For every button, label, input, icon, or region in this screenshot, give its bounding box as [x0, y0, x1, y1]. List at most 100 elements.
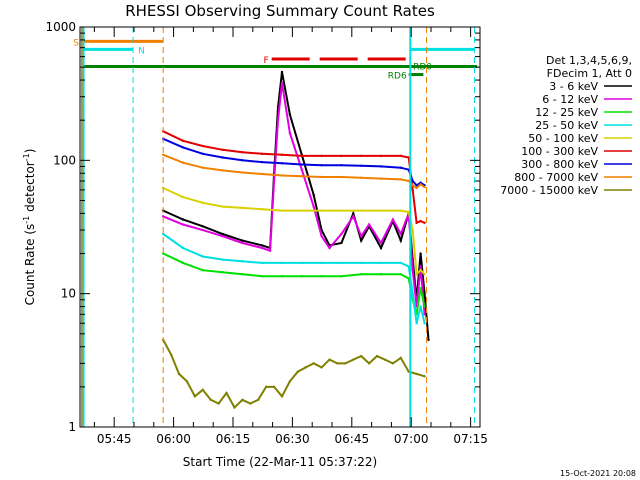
series-point: [221, 169, 224, 172]
series-point: [288, 380, 292, 383]
series-point: [359, 164, 363, 167]
series-point: [221, 258, 224, 261]
series-point: [241, 171, 244, 174]
series-point: [359, 239, 363, 242]
series-point: [181, 218, 185, 221]
series-point: [423, 375, 426, 378]
series-point: [379, 241, 383, 245]
series-point: [379, 154, 383, 158]
legend-label: 7000 - 15000 keV: [500, 184, 598, 197]
legend-label: 25 - 50 keV: [535, 119, 598, 132]
series-point: [423, 305, 426, 308]
series-point: [181, 195, 185, 199]
series-point: [209, 398, 212, 401]
series-point: [419, 305, 422, 308]
y-tick-label: 1000: [45, 20, 76, 34]
series-point: [415, 221, 418, 225]
series-point: [411, 228, 414, 232]
series-point: [221, 156, 224, 159]
series-point: [201, 388, 204, 392]
series-line-5: [162, 187, 426, 277]
series-point: [423, 185, 426, 189]
series-point: [312, 205, 315, 208]
y-label-sup2: -1: [22, 153, 31, 161]
series-point: [320, 163, 323, 167]
plot-frame: [79, 26, 481, 428]
series-point: [241, 159, 244, 162]
series-point: [161, 153, 165, 157]
series-point: [201, 228, 204, 232]
legend-label: 50 - 100 keV: [528, 132, 598, 145]
x-axis-label: Start Time (22-Mar-11 05:37:22): [183, 455, 377, 469]
series-point: [241, 151, 244, 154]
series-point: [379, 261, 383, 265]
series-point: [241, 206, 244, 210]
series-point: [423, 272, 426, 276]
series-point: [423, 292, 426, 295]
series-point: [399, 356, 402, 360]
chart-title: RHESSI Observing Summary Count Rates: [125, 2, 435, 20]
series-point: [399, 272, 402, 276]
series-point: [276, 118, 280, 122]
legend-header-line2: FDecim 1, Att 0: [547, 67, 632, 80]
series-point: [221, 234, 224, 238]
series-point: [415, 372, 418, 376]
series-point: [296, 370, 300, 373]
series-point: [260, 160, 264, 164]
series-point: [181, 246, 185, 250]
series-point: [340, 261, 343, 265]
y-tick-label: 100: [53, 153, 76, 167]
x-tick-label: 06:15: [216, 432, 251, 446]
series-point: [419, 181, 422, 184]
series-point: [411, 292, 414, 295]
series-point: [419, 252, 422, 255]
series-point: [340, 209, 343, 212]
series-point: [419, 268, 422, 272]
series-point: [312, 193, 315, 197]
series-point: [260, 208, 264, 211]
series-point: [260, 246, 264, 250]
series-point: [415, 272, 418, 276]
series-point: [225, 391, 228, 395]
series-point: [161, 232, 165, 236]
series-point: [280, 174, 284, 177]
series-point: [411, 184, 414, 187]
series-point: [379, 246, 383, 250]
series-point: [367, 223, 371, 226]
series-point: [201, 152, 204, 155]
series-point: [241, 239, 244, 242]
series-point: [300, 154, 303, 158]
series-point: [419, 219, 422, 223]
series-point: [288, 131, 292, 135]
legend-header-line1: Det 1,3,4,5,6,9,: [546, 54, 632, 67]
y-label-part2: detector: [23, 161, 37, 216]
series-point: [221, 205, 224, 208]
series-point: [221, 148, 224, 151]
series-point: [399, 232, 402, 236]
series-point: [352, 212, 355, 215]
series-point: [359, 154, 363, 158]
x-tick-label: 06:30: [275, 432, 310, 446]
series-point: [423, 221, 426, 225]
markers-layer: [80, 27, 475, 427]
series-point: [399, 261, 402, 265]
series-point: [241, 260, 244, 263]
series-point: [383, 358, 387, 361]
x-tick-label: 06:00: [156, 432, 191, 446]
series-point: [359, 272, 363, 276]
series-point: [280, 209, 284, 212]
series-point: [280, 153, 284, 157]
series-point: [233, 406, 236, 409]
series-point: [177, 372, 181, 376]
series-point: [340, 241, 343, 245]
series-point: [379, 177, 383, 180]
series-point: [320, 209, 323, 212]
series-point: [320, 154, 323, 158]
series-point: [359, 234, 363, 238]
series-point: [399, 178, 402, 181]
series-point: [427, 338, 430, 342]
legend-label: 12 - 25 keV: [535, 106, 598, 119]
series-point: [181, 161, 185, 164]
flag-n-label: N: [138, 46, 145, 56]
series-point: [288, 113, 292, 116]
